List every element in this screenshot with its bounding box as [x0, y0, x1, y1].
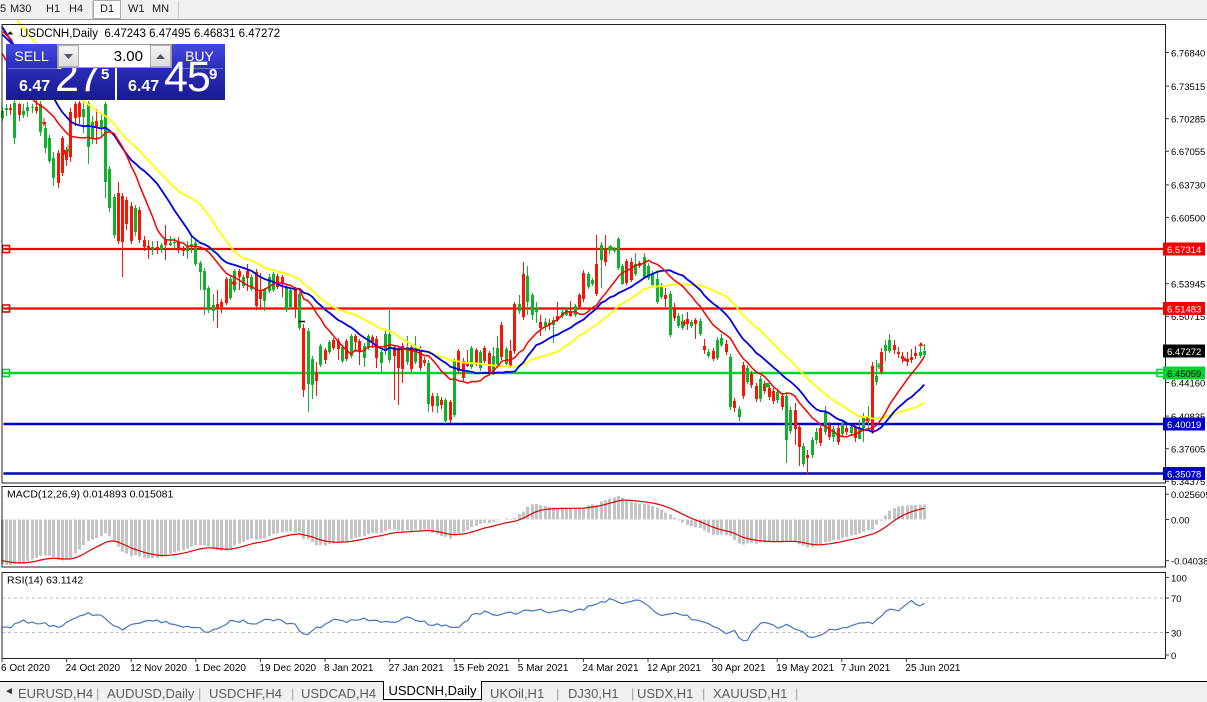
svg-text:12 Apr 2021: 12 Apr 2021: [647, 663, 701, 674]
svg-text:RSI(14) 63.1142: RSI(14) 63.1142: [7, 575, 83, 587]
svg-text:6.40835: 6.40835: [1171, 412, 1205, 423]
svg-text:19 Dec 2020: 19 Dec 2020: [259, 663, 316, 674]
svg-text:6 Oct 2020: 6 Oct 2020: [1, 663, 50, 674]
svg-text:6.44160: 6.44160: [1171, 378, 1205, 389]
svg-text:6.45059: 6.45059: [1167, 369, 1201, 380]
svg-text:0: 0: [1171, 651, 1176, 662]
svg-text:30 Apr 2021: 30 Apr 2021: [712, 663, 766, 674]
svg-text:7 Jun 2021: 7 Jun 2021: [841, 663, 891, 674]
svg-text:24 Oct 2020: 24 Oct 2020: [66, 663, 121, 674]
svg-text:6.57314: 6.57314: [1167, 245, 1201, 256]
svg-text:70: 70: [1171, 594, 1182, 605]
svg-text:15 Feb 2021: 15 Feb 2021: [453, 663, 510, 674]
svg-text:25 Jun 2021: 25 Jun 2021: [905, 663, 960, 674]
svg-text:6.40019: 6.40019: [1167, 420, 1201, 431]
svg-text:6.73515: 6.73515: [1171, 82, 1205, 93]
svg-text:0.00: 0.00: [1171, 515, 1190, 526]
svg-text:24 Mar 2021: 24 Mar 2021: [582, 663, 639, 674]
svg-text:0.025609: 0.025609: [1171, 490, 1207, 501]
svg-text:6.35078: 6.35078: [1167, 469, 1201, 480]
svg-text:-0.040389: -0.040389: [1171, 557, 1207, 568]
svg-text:6.67055: 6.67055: [1171, 147, 1205, 158]
svg-text:27 Jan 2021: 27 Jan 2021: [389, 663, 444, 674]
svg-text:8 Jan 2021: 8 Jan 2021: [324, 663, 374, 674]
svg-text:30: 30: [1171, 628, 1182, 639]
svg-text:USDCNH,Daily 6.47243 6.47495: USDCNH,Daily 6.47243 6.47495 6.46831 6.4…: [20, 28, 280, 40]
svg-text:6.34375: 6.34375: [1171, 477, 1205, 488]
svg-text:MACD(12,26,9) 0.014893 0.01508: MACD(12,26,9) 0.014893 0.015081: [7, 489, 174, 501]
svg-text:6.60500: 6.60500: [1171, 213, 1205, 224]
svg-text:12 Nov 2020: 12 Nov 2020: [130, 663, 187, 674]
svg-text:6.63730: 6.63730: [1171, 181, 1205, 192]
svg-text:1 Dec 2020: 1 Dec 2020: [195, 663, 247, 674]
svg-text:6.37605: 6.37605: [1171, 445, 1205, 456]
svg-text:6.53945: 6.53945: [1171, 280, 1205, 291]
svg-text:100: 100: [1171, 573, 1187, 584]
svg-text:6.70285: 6.70285: [1171, 115, 1205, 126]
svg-text:5 Mar 2021: 5 Mar 2021: [518, 663, 569, 674]
svg-text:6.51483: 6.51483: [1167, 304, 1201, 315]
svg-text:6.76840: 6.76840: [1171, 48, 1205, 59]
svg-text:6.47272: 6.47272: [1167, 347, 1201, 358]
svg-text:6.50715: 6.50715: [1171, 312, 1205, 323]
svg-text:19 May 2021: 19 May 2021: [776, 663, 834, 674]
